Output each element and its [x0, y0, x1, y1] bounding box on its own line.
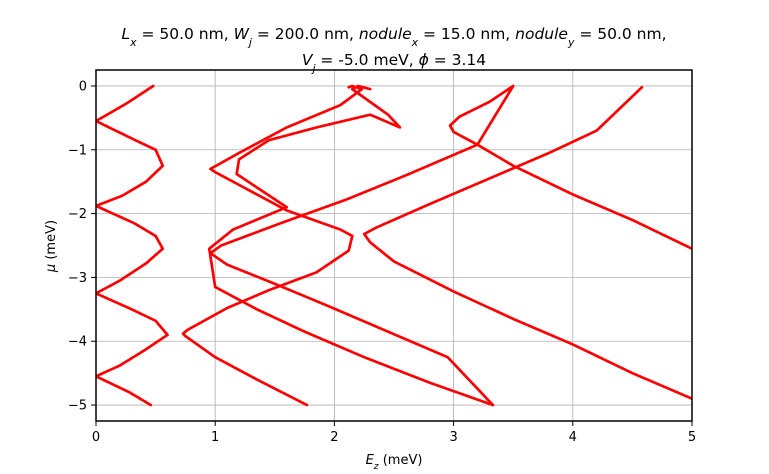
data-point	[640, 85, 644, 89]
data-point	[149, 403, 153, 407]
text-part: nodule	[515, 25, 568, 43]
text-part: V	[302, 51, 314, 69]
y-tick-label: −4	[68, 335, 87, 350]
text-part: ϕ	[419, 51, 429, 69]
y-tick-label: −2	[68, 207, 87, 222]
data-point	[368, 87, 372, 91]
tick-layer: 0 1 2 3 4 5 0 −1 −2 −3 −4 −5	[68, 79, 696, 445]
series-2	[181, 84, 364, 407]
x-tick-label: 5	[688, 430, 696, 445]
text-part: z	[373, 462, 379, 472]
text-part: (meV)	[379, 453, 423, 468]
y-tick-label: −1	[68, 143, 87, 158]
text-part: W	[234, 25, 250, 43]
data-point	[347, 85, 351, 89]
y-tick-label: −5	[68, 399, 87, 414]
text-part: j	[310, 62, 315, 75]
x-tick-label: 4	[569, 430, 577, 445]
series-3	[207, 84, 495, 407]
text-part: = 200.0 nm,	[252, 25, 359, 43]
text-part: = 15.0 nm,	[418, 25, 515, 43]
y-tick-label: −3	[68, 271, 87, 286]
y-axis-label: μ (meV)	[44, 220, 59, 273]
x-tick-label: 1	[211, 430, 219, 445]
x-tick-label: 3	[449, 430, 457, 445]
series-1	[96, 84, 169, 407]
y-tick-label: 0	[79, 79, 87, 94]
series-4	[362, 85, 692, 401]
text-part: L	[121, 25, 130, 43]
chart-title: Lx = 50.0 nm, Wj = 200.0 nm, nodulex = 1…	[121, 25, 666, 49]
chart-subtitle: Vj = -5.0 meV, ϕ = 3.14	[302, 51, 486, 75]
text-part: x	[411, 36, 419, 49]
text-part: = 50.0 nm,	[574, 25, 666, 43]
text-part: E	[366, 453, 375, 468]
series-5	[209, 84, 692, 407]
x-axis-label: Ez (meV)	[366, 453, 423, 472]
data-point	[491, 403, 495, 407]
text-part: j	[247, 36, 252, 49]
data-layer	[96, 84, 692, 407]
text-part: y	[567, 36, 575, 49]
text-part: x	[129, 36, 137, 49]
x-tick-label: 0	[92, 430, 100, 445]
x-tick-label: 2	[330, 430, 338, 445]
text-part: μ	[44, 264, 59, 273]
text-part: = -5.0 meV,	[315, 51, 418, 69]
text-part: = 50.0 nm,	[137, 25, 234, 43]
text-part: = 3.14	[429, 51, 486, 69]
plot-frame	[95, 69, 693, 422]
text-part: (meV)	[44, 220, 59, 264]
text-part: nodule	[359, 25, 412, 43]
